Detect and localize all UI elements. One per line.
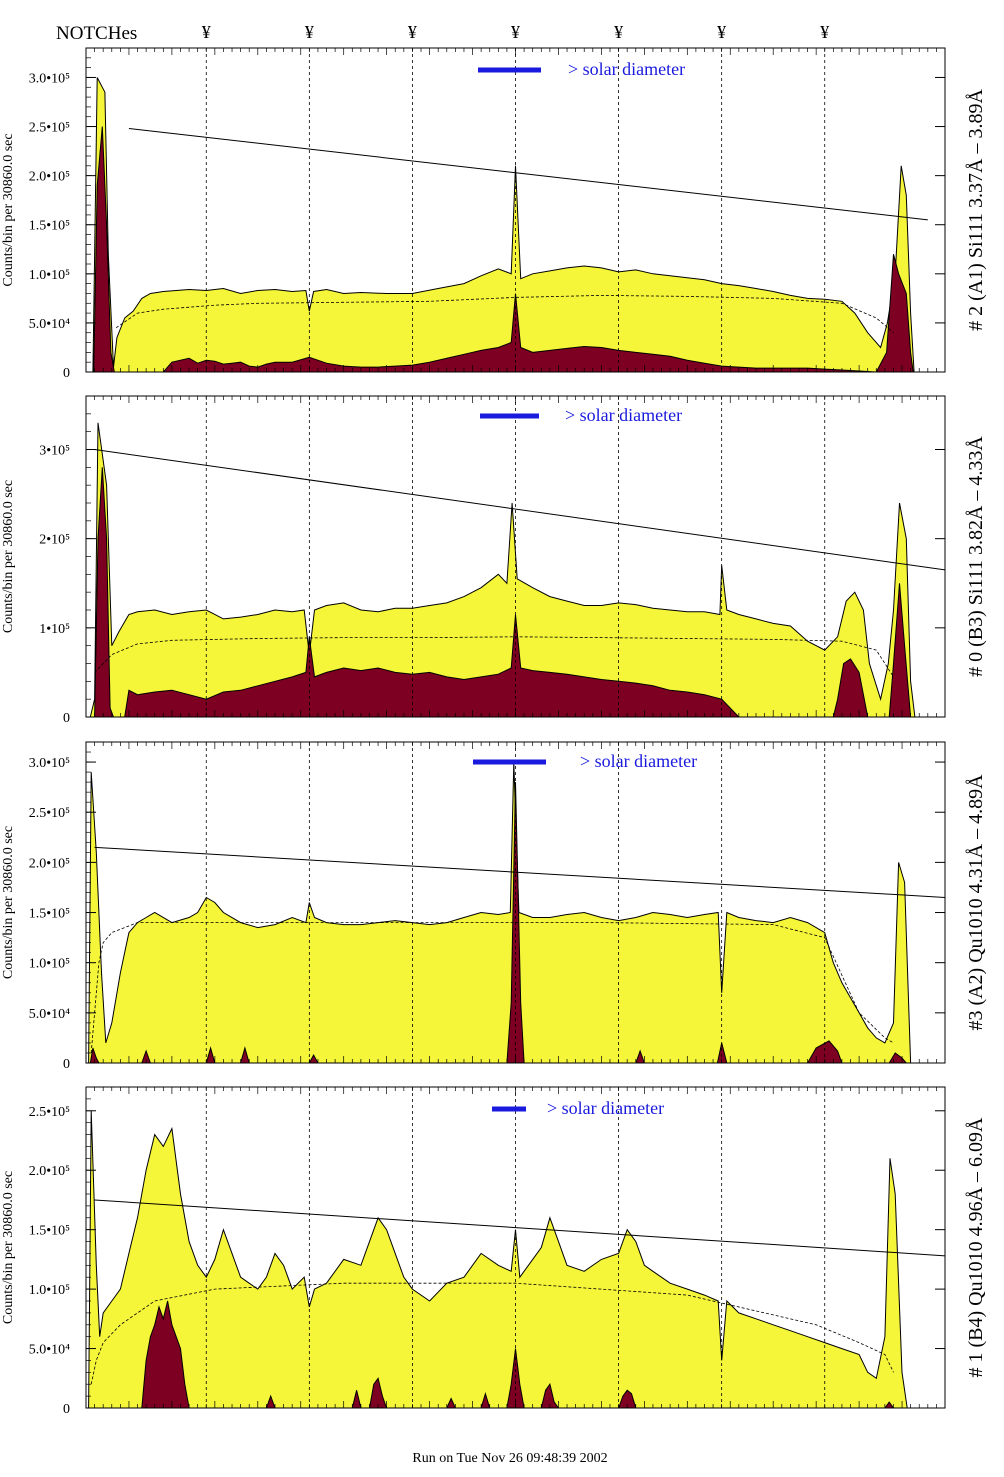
legend-label: > solar diameter bbox=[580, 751, 697, 771]
x-ticks bbox=[85, 742, 946, 1063]
panel-1: 0 5.0•10⁴ 1.0•10⁵ 1.5•10⁵ 2.0•10⁵ 2.5•10⁵ 3.0•… bbox=[1, 47, 987, 381]
notch-marker-1: ¥ bbox=[202, 22, 211, 42]
y-tick-label: 2•10⁵ bbox=[39, 533, 70, 548]
x-ticks bbox=[85, 1087, 946, 1408]
legend-label: > solar diameter bbox=[568, 59, 685, 79]
series-total-counts bbox=[86, 1110, 945, 1408]
plot-area bbox=[86, 1087, 945, 1408]
panel-3: 0 5.0•10⁴ 1.0•10⁵ 1.5•10⁵ 2.0•10⁵ 2.5•10⁵ 3.0•… bbox=[1, 741, 987, 1072]
y-tick-label: 0 bbox=[63, 1057, 70, 1072]
legend-label: > solar diameter bbox=[565, 405, 682, 425]
panel-2: 0 1•10⁵ 2•10⁵ 3•10⁵ Counts/bin per 30860.0 s… bbox=[1, 395, 987, 726]
y-tick-label: 5.0•10⁴ bbox=[29, 1343, 70, 1358]
y-tick-label: 5.0•10⁴ bbox=[29, 1007, 70, 1022]
y-tick-label: 3•10⁵ bbox=[39, 444, 70, 459]
y-axis: 0 5.0•10⁴ 1.0•10⁵ 1.5•10⁵ 2.0•10⁵ 2.5•10⁵ 3.0•… bbox=[29, 47, 945, 381]
panel-title: # 2 (A1) Si111 3.37Å – 3.89Å bbox=[965, 89, 987, 331]
y-tick-label: 1.5•10⁵ bbox=[29, 1224, 70, 1239]
y-tick-label: 2.0•10⁵ bbox=[29, 170, 70, 185]
x-ticks bbox=[85, 48, 946, 372]
notch-marker-3: ¥ bbox=[408, 22, 417, 42]
y-axis: 0 5.0•10⁴ 1.0•10⁵ 1.5•10⁵ 2.0•10⁵ 2.5•10⁵ 3.0•… bbox=[29, 741, 945, 1072]
y-tick-label: 5.0•10⁴ bbox=[29, 317, 70, 332]
y-tick-label: 1.5•10⁵ bbox=[29, 219, 70, 234]
y-tick-label: 1.5•10⁵ bbox=[29, 907, 70, 922]
trend-line bbox=[94, 1199, 945, 1257]
series-reference bbox=[90, 1282, 894, 1385]
notch-marker-7: ¥ bbox=[820, 22, 829, 42]
run-timestamp: Run on Tue Nov 26 09:48:39 2002 bbox=[412, 1451, 607, 1466]
y-tick-label: 2.5•10⁵ bbox=[29, 1105, 70, 1120]
y-tick-label: 0 bbox=[63, 711, 70, 726]
notch-header: NOTCHes ¥ ¥ ¥ ¥ ¥ ¥ ¥ bbox=[56, 22, 829, 44]
panels: 0 5.0•10⁴ 1.0•10⁵ 1.5•10⁵ 2.0•10⁵ 2.5•10⁵ 3.0•… bbox=[1, 47, 987, 1417]
y-tick-label: 0 bbox=[63, 366, 70, 381]
series-dark-component bbox=[86, 1300, 945, 1408]
y-tick-label: 3.0•10⁵ bbox=[29, 756, 70, 771]
notch-marker-2: ¥ bbox=[305, 22, 314, 42]
series-total-counts bbox=[86, 422, 945, 717]
y-axis-label: Counts/bin per 30860.0 sec bbox=[1, 1171, 16, 1324]
notch-marker-6: ¥ bbox=[717, 22, 726, 42]
notch-marker-4: ¥ bbox=[511, 22, 520, 42]
plot-area bbox=[86, 48, 945, 372]
y-axis-label: Counts/bin per 30860.0 sec bbox=[1, 826, 16, 979]
plot-area bbox=[86, 396, 945, 717]
plot-area bbox=[86, 742, 945, 1063]
y-tick-label: 2.0•10⁵ bbox=[29, 856, 70, 871]
panel-title: # 0 (B3) Si111 3.82Å – 4.33Å bbox=[965, 436, 987, 677]
y-tick-label: 1•10⁵ bbox=[39, 622, 70, 637]
y-tick-label: 1.0•10⁵ bbox=[29, 957, 70, 972]
y-tick-label: 2.5•10⁵ bbox=[29, 121, 70, 136]
series-reference bbox=[94, 636, 894, 678]
panel-title: #3 (A2) Qu1010 4.31Å – 4.89Å bbox=[965, 774, 987, 1031]
notch-marker-5: ¥ bbox=[614, 22, 623, 42]
x-ticks bbox=[85, 396, 946, 717]
y-axis: 0 1•10⁵ 2•10⁵ 3•10⁵ bbox=[39, 395, 945, 726]
y-tick-label: 0 bbox=[63, 1402, 70, 1417]
panel-4: 0 5.0•10⁴ 1.0•10⁵ 1.5•10⁵ 2.0•10⁵ 2.5•10⁵ Coun… bbox=[1, 1086, 987, 1417]
y-axis-label: Counts/bin per 30860.0 sec bbox=[1, 480, 16, 633]
panel-title: # 1 (B4) Qu1010 4.96Å – 6.09Å bbox=[965, 1117, 987, 1378]
y-tick-label: 1.0•10⁵ bbox=[29, 268, 70, 283]
y-axis-label: Counts/bin per 30860.0 sec bbox=[1, 133, 16, 286]
y-axis: 0 5.0•10⁴ 1.0•10⁵ 1.5•10⁵ 2.0•10⁵ 2.5•10⁵ bbox=[29, 1086, 945, 1417]
y-tick-label: 2.0•10⁵ bbox=[29, 1164, 70, 1179]
trend-line bbox=[94, 449, 945, 571]
trend-line bbox=[128, 128, 928, 221]
y-tick-label: 3.0•10⁵ bbox=[29, 71, 70, 86]
trend-line bbox=[94, 846, 945, 898]
y-tick-label: 2.5•10⁵ bbox=[29, 806, 70, 821]
y-tick-label: 1.0•10⁵ bbox=[29, 1283, 70, 1298]
series-reference bbox=[115, 294, 894, 334]
notches-label: NOTCHes bbox=[56, 23, 137, 44]
legend-label: > solar diameter bbox=[547, 1098, 664, 1118]
